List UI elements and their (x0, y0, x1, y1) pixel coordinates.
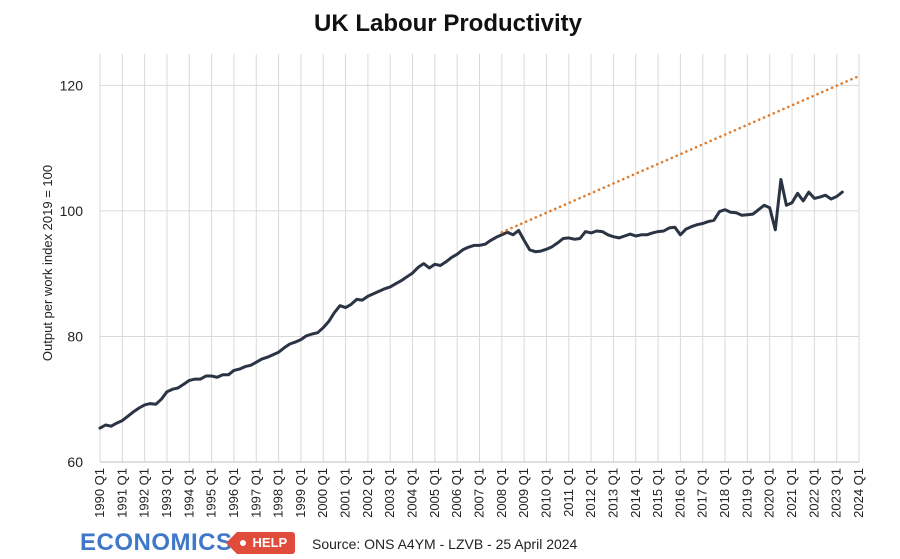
x-tick-label: 2010 Q1 (539, 468, 554, 518)
y-axis-ticks: 60 80 100 120 (60, 77, 84, 470)
x-tick-label: 2023 Q1 (829, 468, 844, 518)
y-tick-label: 80 (67, 328, 83, 344)
x-tick-label: 1996 Q1 (226, 468, 241, 518)
x-tick-label: 2006 Q1 (449, 468, 464, 518)
x-tick-label: 2000 Q1 (315, 468, 330, 518)
x-tick-label: 2021 Q1 (784, 468, 799, 518)
x-tick-label: 2007 Q1 (472, 468, 487, 518)
source-note: Source: ONS A4YM - LZVB - 25 April 2024 (312, 536, 578, 552)
logo-help-tag: HELP (225, 532, 296, 554)
x-tick-label: 2008 Q1 (494, 468, 509, 518)
x-tick-label: 1994 Q1 (181, 468, 196, 518)
productivity-series-line (98, 178, 844, 430)
chart-title: UK Labour Productivity (314, 10, 583, 37)
x-tick-label: 2016 Q1 (672, 468, 687, 518)
x-tick-label: 2024 Q1 (851, 468, 866, 518)
x-tick-label: 1992 Q1 (137, 468, 152, 518)
logo-wordmark: ECONOMICS (80, 529, 233, 556)
economics-help-logo: ECONOMICS HELP (80, 529, 296, 556)
y-tick-label: 120 (60, 77, 84, 93)
y-tick-label: 60 (67, 454, 83, 470)
x-tick-label: 1997 Q1 (248, 468, 263, 518)
x-tick-label: 1995 Q1 (204, 468, 219, 518)
x-tick-label: 2002 Q1 (360, 468, 375, 518)
x-tick-label: 2013 Q1 (605, 468, 620, 518)
x-axis-ticks: 1990 Q1 1991 Q1 1992 Q1 1993 Q1 1994 Q1 1995 … (92, 468, 866, 518)
x-tick-label: 2022 Q1 (806, 468, 821, 518)
gridlines (99, 54, 860, 463)
x-tick-label: 2009 Q1 (516, 468, 531, 518)
x-tick-label: 1990 Q1 (92, 468, 107, 518)
x-tick-label: 2011 Q1 (561, 468, 576, 517)
data-series (98, 74, 861, 430)
x-tick-label: 2017 Q1 (695, 468, 710, 518)
x-tick-label: 1998 Q1 (271, 468, 286, 518)
x-tick-label: 2020 Q1 (762, 468, 777, 518)
x-tick-label: 2003 Q1 (382, 468, 397, 518)
x-tick-label: 2005 Q1 (427, 468, 442, 518)
x-tick-label: 1993 Q1 (159, 468, 174, 518)
trend-extrapolation-line (500, 74, 861, 234)
y-tick-label: 100 (60, 203, 84, 219)
x-tick-label: 2018 Q1 (717, 468, 732, 518)
x-tick-label: 2015 Q1 (650, 468, 665, 518)
x-tick-label: 2004 Q1 (405, 468, 420, 518)
x-tick-label: 1999 Q1 (293, 468, 308, 518)
x-tick-label: 2014 Q1 (628, 468, 643, 518)
x-tick-label: 2012 Q1 (583, 468, 598, 518)
y-axis-label: Output per work index 2019 = 100 (40, 165, 55, 361)
x-tick-label: 2001 Q1 (338, 468, 353, 518)
x-tick-label: 2019 Q1 (739, 468, 754, 518)
x-tick-label: 1991 Q1 (114, 468, 129, 518)
